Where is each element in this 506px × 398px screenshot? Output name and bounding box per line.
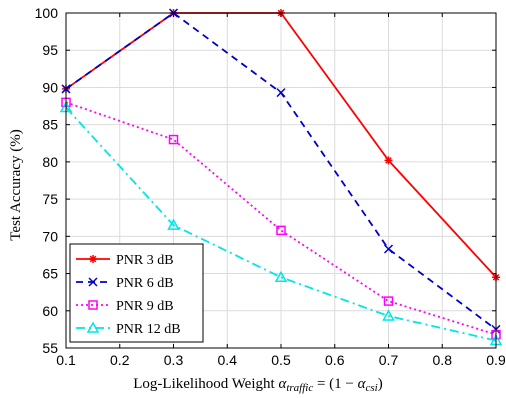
x-tick-label: 0.9 <box>486 352 506 368</box>
data-point <box>167 218 180 230</box>
y-ticks: 55 60 65 70 75 80 85 90 95 100 <box>35 5 496 356</box>
x-axis-label-main: Log-Likelihood Weight <box>133 376 278 392</box>
legend-marker <box>86 321 100 333</box>
data-point <box>383 244 394 254</box>
legend-marker <box>89 255 97 263</box>
x-tick-label: 0.8 <box>433 352 453 368</box>
data-point <box>383 296 394 306</box>
legend-label: PNR 12 dB <box>116 322 181 337</box>
y-axis-label: Test Accuracy (%) <box>8 129 24 240</box>
x-axis-label-sub-csi: csi <box>366 382 378 394</box>
x-axis-label-sub-traffic: traffic <box>286 382 313 394</box>
legend: PNR 3 dB PNR 6 dB PNR 9 dB PNR 12 dB <box>69 243 204 343</box>
legend-marker <box>88 277 98 287</box>
x-axis-label: Log-Likelihood Weight αtraffic = (1 − αc… <box>133 376 382 394</box>
y-tick-label: 75 <box>42 191 58 207</box>
data-point <box>384 156 393 165</box>
y-tick-label: 60 <box>42 303 58 319</box>
y-tick-label: 95 <box>42 42 58 58</box>
x-tick-label: 0.1 <box>56 352 76 368</box>
y-tick-label: 70 <box>42 228 58 244</box>
x-axis-label-end: ) <box>378 376 383 392</box>
legend-marker <box>88 300 98 310</box>
data-point <box>168 134 179 145</box>
data-point <box>274 270 288 283</box>
y-tick-label: 85 <box>42 117 58 133</box>
x-tick-label: 0.5 <box>271 352 291 368</box>
x-tick-label: 0.7 <box>379 352 399 368</box>
x-axis-label-alpha2: α <box>358 376 367 392</box>
x-axis-label-alpha: α <box>278 376 287 392</box>
series-line <box>65 101 497 336</box>
x-tick-label: 0.4 <box>218 352 238 368</box>
data-point <box>276 88 286 98</box>
y-tick-label: 100 <box>35 5 59 21</box>
x-tick-label: 0.2 <box>110 352 130 368</box>
legend-label: PNR 6 dB <box>116 276 174 291</box>
y-tick-label: 65 <box>42 266 58 282</box>
y-tick-label: 55 <box>42 340 58 356</box>
y-tick-label: 90 <box>42 79 58 95</box>
data-point <box>276 225 286 236</box>
x-tick-label: 0.6 <box>325 352 345 368</box>
x-ticks: 0.1 0.2 0.3 0.4 0.5 0.6 0.7 0.8 0.9 <box>56 13 506 368</box>
y-tick-label: 80 <box>42 154 58 170</box>
x-tick-label: 0.3 <box>164 352 184 368</box>
data-point <box>382 309 395 321</box>
legend-label: PNR 3 dB <box>116 253 174 268</box>
x-axis-label-mid: = (1 − <box>313 376 357 392</box>
legend-label: PNR 9 dB <box>116 299 174 314</box>
